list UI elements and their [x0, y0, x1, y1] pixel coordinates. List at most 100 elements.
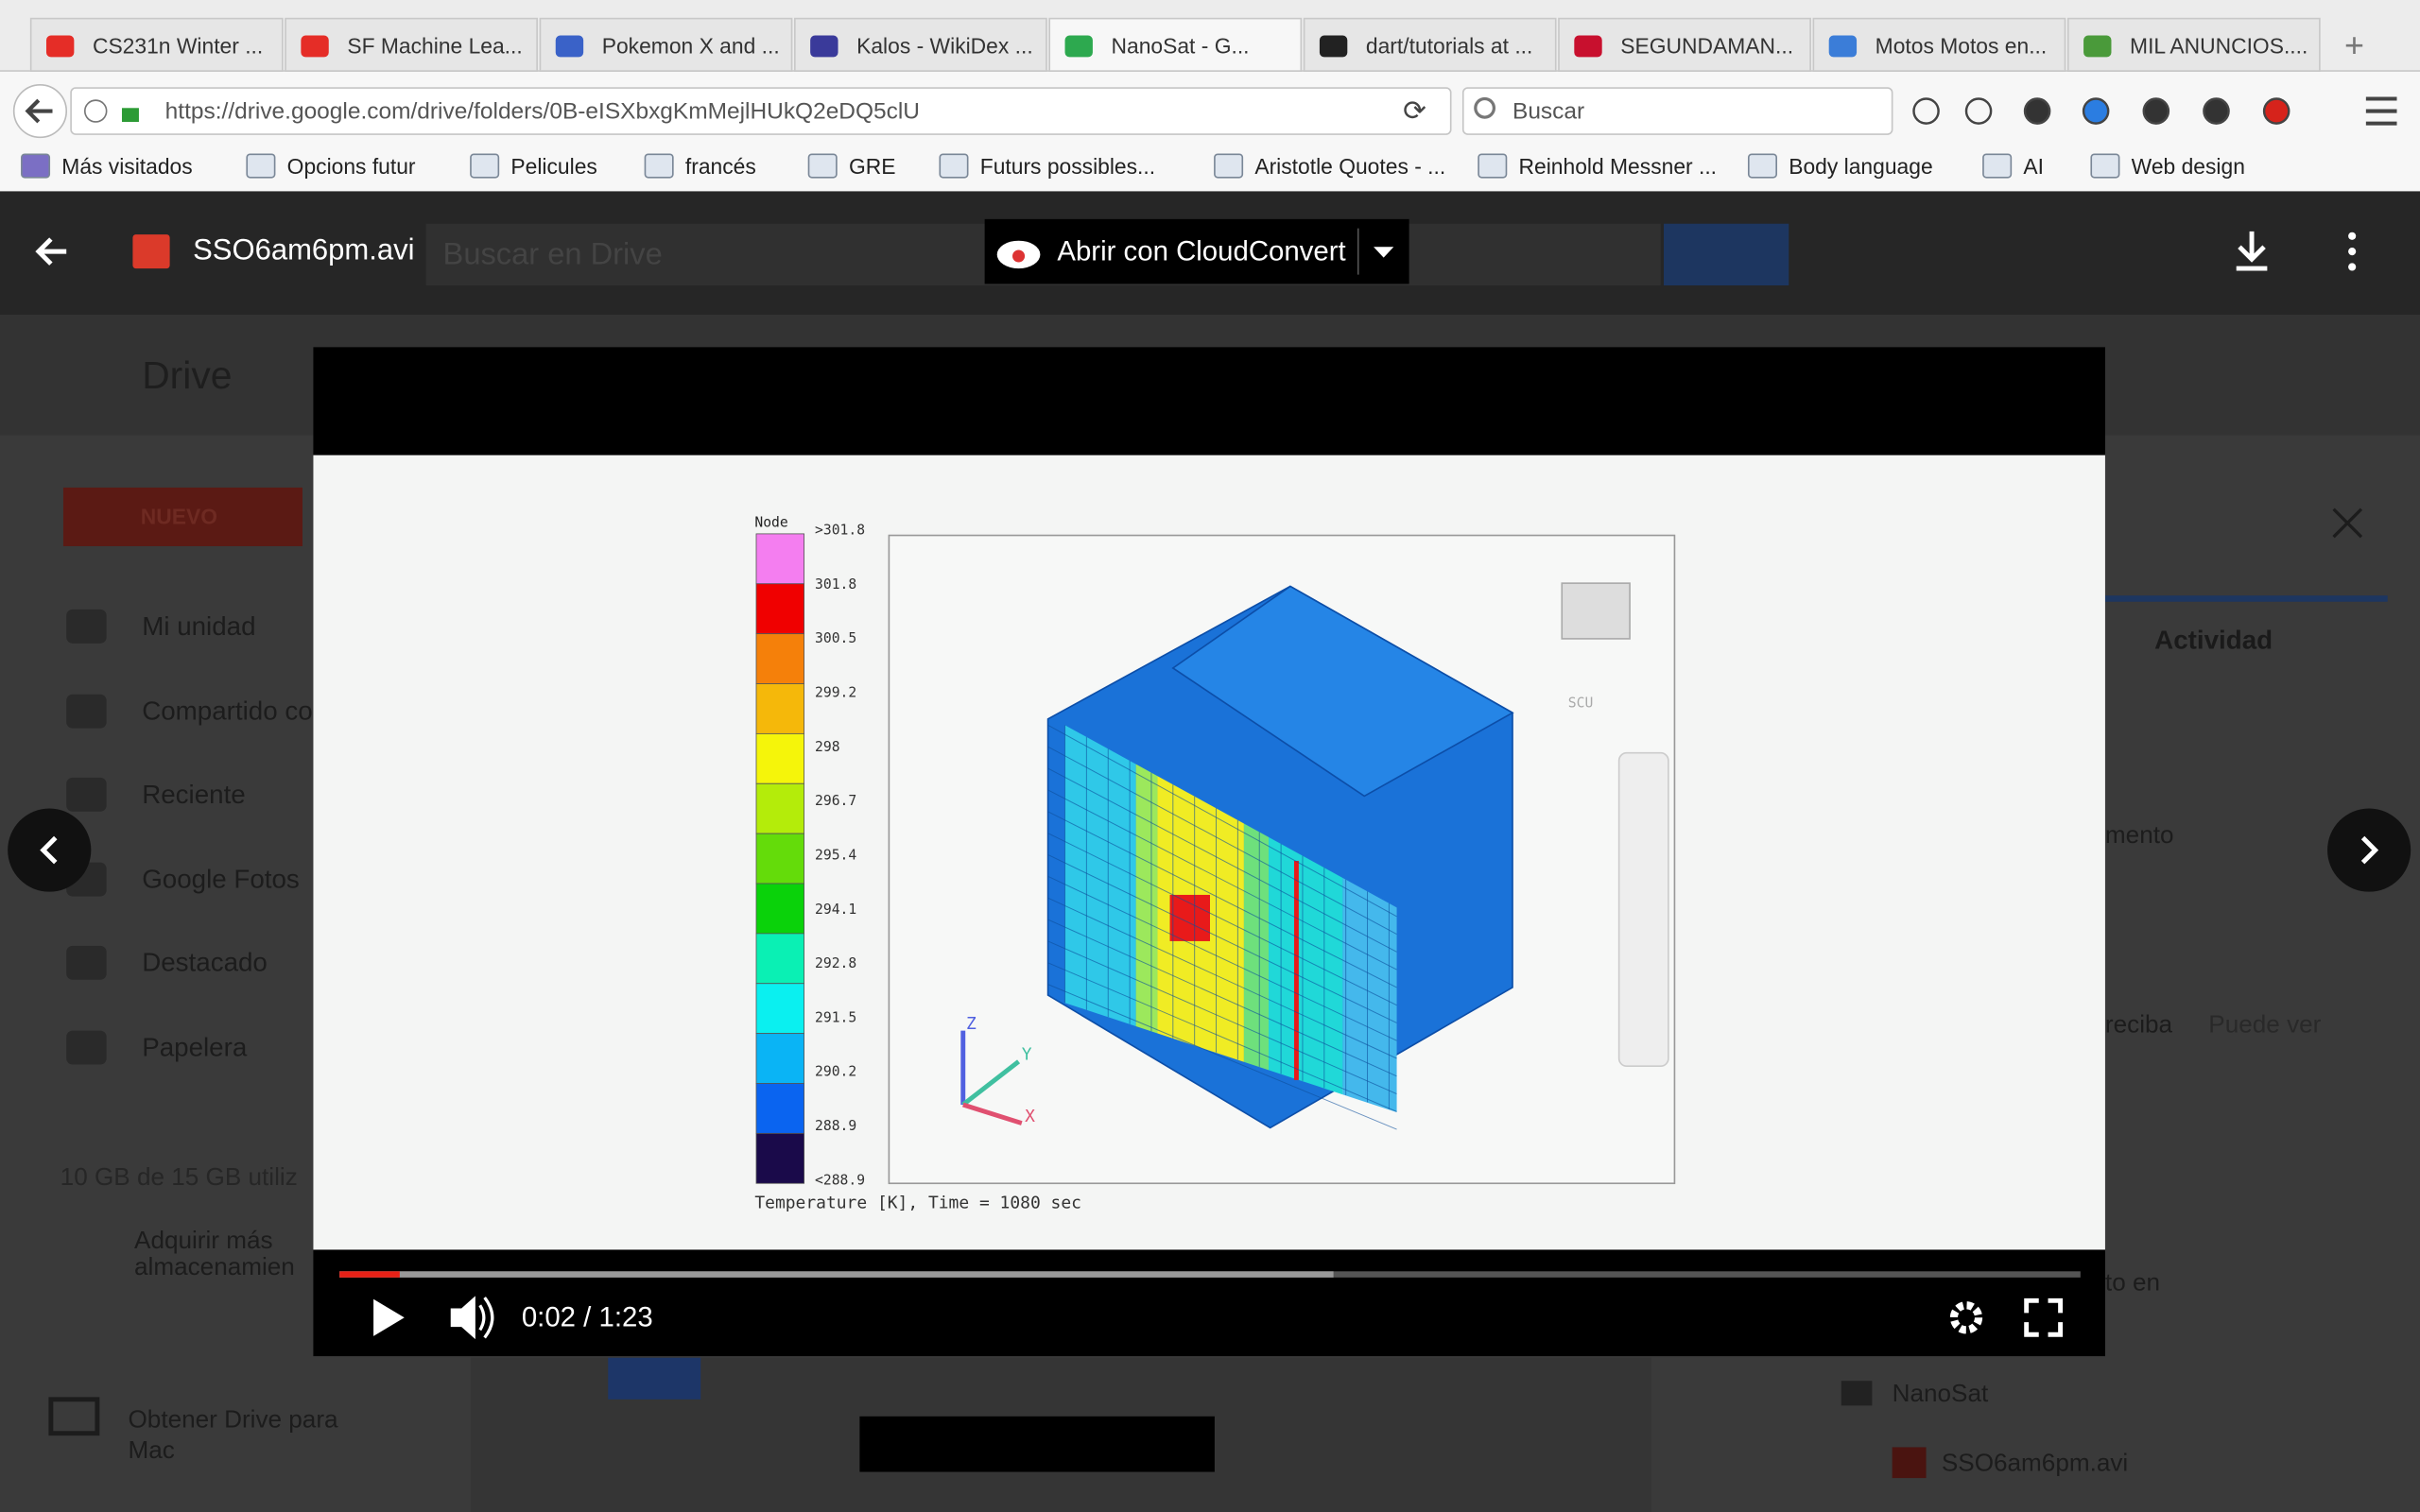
- bookmark-icon: [1214, 153, 1244, 179]
- tab-title: SF Machine Lea...: [347, 34, 522, 59]
- back-arrow: [25, 98, 53, 124]
- colorbar-title: Node: [754, 514, 787, 530]
- nav-icon: [66, 609, 107, 644]
- progress-played: [339, 1271, 400, 1278]
- toolbar-icon[interactable]: [2203, 97, 2230, 125]
- details-text: Puede ver: [2208, 1010, 2321, 1039]
- buy-storage: almacenamien: [134, 1252, 295, 1280]
- bookmark[interactable]: Reinhold Messner ...: [1519, 154, 1718, 179]
- get-drive-app: Mac: [129, 1435, 175, 1464]
- tab-title: dart/tutorials at ...: [1366, 34, 1532, 59]
- axis-triad-label: Y: [1022, 1045, 1032, 1065]
- hot-spot: [1169, 894, 1210, 941]
- colorbar-bin: [755, 782, 805, 834]
- mesh-line: [1047, 854, 1397, 1023]
- search-field[interactable]: [1461, 87, 1893, 135]
- mesh-line: [1047, 746, 1397, 936]
- reload-icon[interactable]: ⟳: [1403, 95, 1426, 127]
- mesh-line: [1047, 811, 1397, 988]
- play-button[interactable]: [373, 1298, 405, 1336]
- tab-icon: [45, 35, 75, 58]
- bookmark-icon: [644, 153, 674, 179]
- bookmark[interactable]: AI: [2023, 154, 2044, 179]
- colorbar-label: 288.9: [815, 1118, 856, 1134]
- settings-button[interactable]: [1949, 1301, 1983, 1334]
- open-with-label: Abrir con CloudConvert: [1057, 236, 1345, 267]
- nav-item: Reciente: [142, 780, 246, 809]
- nav-item: Google Fotos: [142, 865, 300, 894]
- toolbar-icon[interactable]: [2262, 97, 2290, 125]
- url-field[interactable]: [70, 87, 1452, 135]
- search-icon: [1474, 96, 1496, 119]
- bookmark[interactable]: GRE: [849, 154, 896, 179]
- open-with-button[interactable]: [984, 218, 1409, 284]
- bookmark[interactable]: Opcions futur: [287, 154, 416, 179]
- bookmark[interactable]: Más visitados: [61, 154, 192, 179]
- colorbar-label: 299.2: [815, 685, 856, 701]
- toolbar-icon[interactable]: [1964, 97, 1993, 125]
- download-icon[interactable]: [2236, 231, 2268, 271]
- bookmark-icon: [246, 153, 276, 179]
- drive-search-button: [1664, 223, 1789, 286]
- bookmark[interactable]: Web design: [2132, 154, 2245, 179]
- tab-icon: [1574, 35, 1602, 58]
- nav-item: Destacado: [142, 948, 268, 977]
- fullscreen-button[interactable]: [2024, 1297, 2064, 1337]
- details-file: SSO6am6pm.avi: [1942, 1448, 2128, 1476]
- cube-top: [1171, 585, 1514, 798]
- bookmark[interactable]: Futurs possibles...: [980, 154, 1155, 179]
- toolbar-icon[interactable]: [1912, 97, 1940, 125]
- next-button[interactable]: [2327, 808, 2411, 892]
- next-arrow: [2360, 835, 2379, 865]
- video-icon: [1892, 1447, 1927, 1479]
- mesh-line: [1047, 984, 1397, 1130]
- menu-icon[interactable]: [2365, 96, 2397, 126]
- bookmark[interactable]: francés: [685, 154, 756, 179]
- storage-info: 10 GB de 15 GB utiliz: [60, 1162, 298, 1191]
- more-menu[interactable]: [2348, 232, 2357, 271]
- tab-icon: [2083, 35, 2112, 58]
- bookmark-icon: [807, 153, 838, 179]
- tab-title: NanoSat - G...: [1112, 34, 1250, 59]
- search-placeholder: Buscar: [1512, 99, 1584, 125]
- bookmark-icon: [2090, 153, 2120, 179]
- mesh-line: [1047, 875, 1397, 1041]
- bookmark[interactable]: Body language: [1789, 154, 1932, 179]
- bookmark[interactable]: Pelicules: [510, 154, 596, 179]
- drive-title: Drive: [142, 353, 232, 397]
- folder-icon: [1841, 1381, 1873, 1406]
- mesh-line: [1047, 833, 1397, 1006]
- drive-search-placeholder: Buscar en Drive: [443, 236, 663, 271]
- buy-storage: Adquirir más: [134, 1226, 273, 1254]
- volume-waves: [478, 1297, 494, 1339]
- volume-button[interactable]: [450, 1296, 475, 1340]
- nav-item: Mi unidad: [142, 611, 255, 641]
- view-cube: [1561, 582, 1631, 640]
- colorbar-bin: [755, 633, 805, 684]
- nav-item: Papelera: [142, 1033, 248, 1062]
- view-label: SCU: [1568, 695, 1594, 711]
- details-text: reciba: [2105, 1010, 2173, 1039]
- cloudconvert-icon-dot: [1012, 249, 1026, 263]
- viewer-back[interactable]: [35, 237, 67, 266]
- colorbar-bin: [755, 583, 805, 635]
- temperature-band: [1064, 725, 1136, 1027]
- new-tab[interactable]: +: [2344, 26, 2364, 64]
- toolbar-icon[interactable]: [2082, 97, 2110, 125]
- colorbar-bin: [755, 1083, 805, 1134]
- bookmark[interactable]: Aristotle Quotes - ...: [1254, 154, 1445, 179]
- mesh-line: [1047, 724, 1397, 918]
- toolbar-icons: CS231n Winter ... SF Machine Lea... Pokemo…: [21, 17, 2397, 179]
- colorbar-label: 298: [815, 739, 840, 755]
- colorbar-label: 292.8: [815, 955, 856, 971]
- axis-triad: [962, 1102, 1023, 1125]
- nav-icon: [66, 945, 107, 980]
- toolbar-icon[interactable]: [2142, 97, 2170, 125]
- tab-title: Kalos - WikiDex ...: [856, 34, 1033, 59]
- details-folder: NanoSat: [1893, 1379, 1989, 1407]
- prev-button[interactable]: [8, 808, 92, 892]
- colorbar-label: 295.4: [815, 847, 856, 863]
- mesh-line: [1047, 962, 1397, 1112]
- open-with-dropdown[interactable]: [1374, 247, 1394, 258]
- toolbar-icon[interactable]: [2023, 97, 2051, 125]
